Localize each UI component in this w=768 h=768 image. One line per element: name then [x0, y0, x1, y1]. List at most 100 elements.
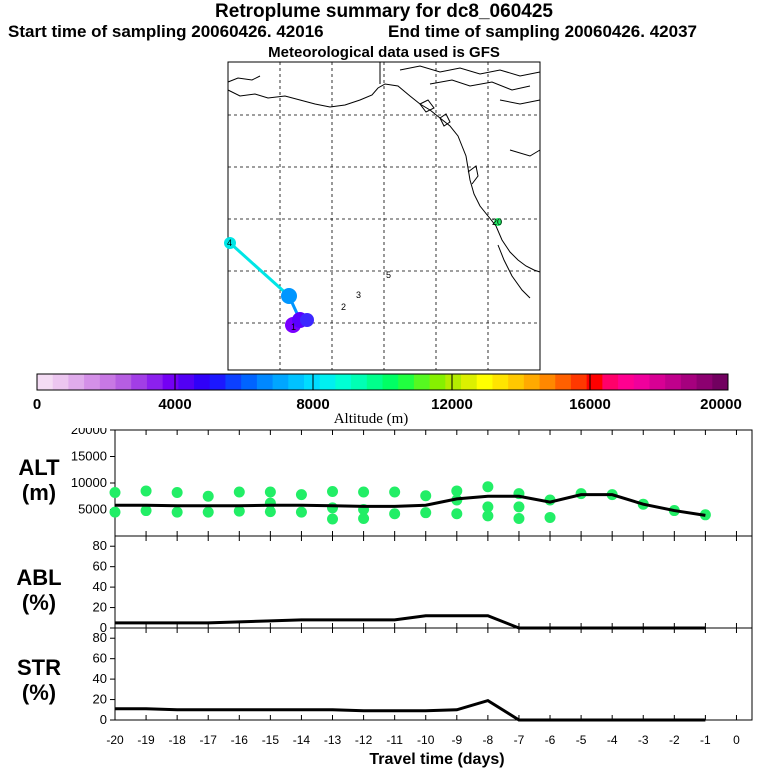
- alt-ylabel-unit: (m): [22, 480, 56, 505]
- alt-scatter-marker: [264, 486, 276, 498]
- colorbar-cell: [665, 374, 682, 390]
- alt-scatter-marker: [389, 508, 401, 520]
- colorbar-cell: [680, 374, 698, 390]
- alt-scatter-markers: [109, 481, 711, 525]
- colorbar-cell: [99, 374, 117, 390]
- x-axis-tick-labels: -20 -19 -18 -17 -16 -15 -14 -13 -12 -11 -10 -9 -8 -7-…: [106, 733, 740, 747]
- colorbar-cell: [209, 374, 226, 390]
- x-tick-label: 0: [733, 733, 740, 747]
- alt-scatter-marker: [295, 506, 307, 518]
- colorbar-tick-labels: 0 4000 8000 12000 16000 20000: [33, 396, 742, 413]
- trajectory-point: [292, 312, 308, 328]
- colorbar-cell: [508, 374, 525, 390]
- colorbar-tick-label: 4000: [158, 396, 191, 413]
- alt-frame: [114, 429, 753, 537]
- colorbar-cell: [712, 374, 729, 390]
- colorbar-cell: [256, 374, 274, 390]
- colorbar-cell: [319, 374, 336, 390]
- alt-ytick-label: 10000: [71, 475, 107, 490]
- abl-ylabel-unit: (%): [22, 590, 56, 615]
- x-tick-label: -10: [417, 733, 435, 747]
- alt-scatter-marker: [171, 506, 183, 518]
- x-tick-label: -1: [700, 733, 711, 747]
- alt-scatter-marker: [544, 511, 556, 523]
- alt-scatter-marker: [233, 486, 245, 498]
- colorbar-cell: [586, 374, 603, 390]
- colorbar-cell: [382, 374, 399, 390]
- colorbar-tick-label: 16000: [569, 396, 611, 413]
- colorbar-tick-label: 8000: [296, 396, 329, 413]
- colorbar-cell: [602, 374, 619, 390]
- alt-scatter-marker: [513, 513, 525, 525]
- time-series-panels: ALT (m) 5000 10000 15000 20000 ABL (%) 0 20 4…: [16, 428, 753, 768]
- alt-scatter-marker: [482, 510, 494, 522]
- colorbar-cell: [178, 374, 195, 390]
- abl-x-ticks: [114, 536, 737, 628]
- alt-scatter-marker: [202, 490, 214, 502]
- colorbar-cell: [618, 374, 635, 390]
- abl-frame: [114, 535, 753, 629]
- str-x-ticks: [114, 628, 737, 720]
- colorbar-cell: [570, 374, 588, 390]
- colorbar-cell: [225, 374, 242, 390]
- colorbar-cell: [131, 374, 148, 390]
- x-tick-label: -16: [231, 733, 249, 747]
- colorbar-cell: [523, 374, 541, 390]
- x-tick-label: -3: [638, 733, 649, 747]
- alt-scatter-marker: [109, 487, 121, 499]
- colorbar-tick-label: 0: [33, 396, 41, 413]
- colorbar-cell: [398, 374, 415, 390]
- abl-ytick-label: 80: [93, 538, 107, 553]
- x-tick-label: -8: [483, 733, 494, 747]
- map-coastlines: [227, 62, 541, 299]
- trajectory-point: [224, 237, 236, 249]
- chart-title: Retroplume summary for dc8_060425: [215, 1, 553, 22]
- x-tick-label: -18: [168, 733, 186, 747]
- colorbar-cell: [146, 374, 164, 390]
- str-ytick-label: 20: [93, 692, 107, 707]
- alt-ytick-label: 20000: [71, 428, 107, 437]
- x-tick-label: -4: [607, 733, 618, 747]
- alt-scatter-marker: [451, 508, 463, 520]
- colorbar-tick-label: 20000: [700, 396, 742, 413]
- alt-scatter-marker: [233, 505, 245, 517]
- alt-ylabel: ALT: [18, 455, 60, 480]
- str-ytick-label: 40: [93, 671, 107, 686]
- alt-scatter-marker: [140, 485, 152, 497]
- colorbar-cell: [366, 374, 383, 390]
- alt-scatter-marker: [482, 481, 494, 493]
- colorbar-frame: [36, 373, 729, 391]
- trajectory-segment: [287, 295, 302, 321]
- x-tick-label: -7: [514, 733, 525, 747]
- abl-y-ticks: 0 20 40 60 80: [93, 538, 115, 635]
- alt-scatter-marker: [295, 489, 307, 501]
- day-label: 5: [386, 270, 391, 280]
- abl-ylabel: ABL: [16, 565, 61, 590]
- map-frame: [227, 61, 541, 371]
- day-label: 1: [291, 322, 296, 332]
- x-tick-label: -20: [106, 733, 124, 747]
- met-data-label: Meteorological data used is GFS: [268, 44, 500, 61]
- colorbar-cell: [476, 374, 493, 390]
- abl-line: [115, 614, 706, 630]
- abl-ytick-label: 20: [93, 600, 107, 615]
- trajectory-point: [281, 288, 297, 304]
- colorbar-cell: [445, 374, 462, 390]
- colorbar-cell: [115, 374, 132, 390]
- x-tick-label: -15: [262, 733, 280, 747]
- colorbar-cell: [37, 374, 54, 390]
- altitude-colorbar: 0 4000 8000 12000 16000 20000 Altitude (…: [33, 373, 742, 427]
- colorbar-cell: [539, 374, 556, 390]
- colorbar-cell: [194, 374, 211, 390]
- colorbar-cell: [84, 374, 101, 390]
- colorbar-cell: [241, 374, 258, 390]
- alt-ytick-label: 15000: [71, 449, 107, 464]
- x-tick-label: -14: [293, 733, 311, 747]
- colorbar-cell: [303, 374, 321, 390]
- alt-scatter-marker: [451, 485, 463, 497]
- plume-trajectory: [224, 218, 502, 333]
- alt-panel: ALT (m) 5000 10000 15000 20000: [18, 428, 753, 537]
- x-tick-label: -19: [137, 733, 155, 747]
- alt-median-line: [115, 493, 706, 517]
- colorbar-cell: [272, 374, 289, 390]
